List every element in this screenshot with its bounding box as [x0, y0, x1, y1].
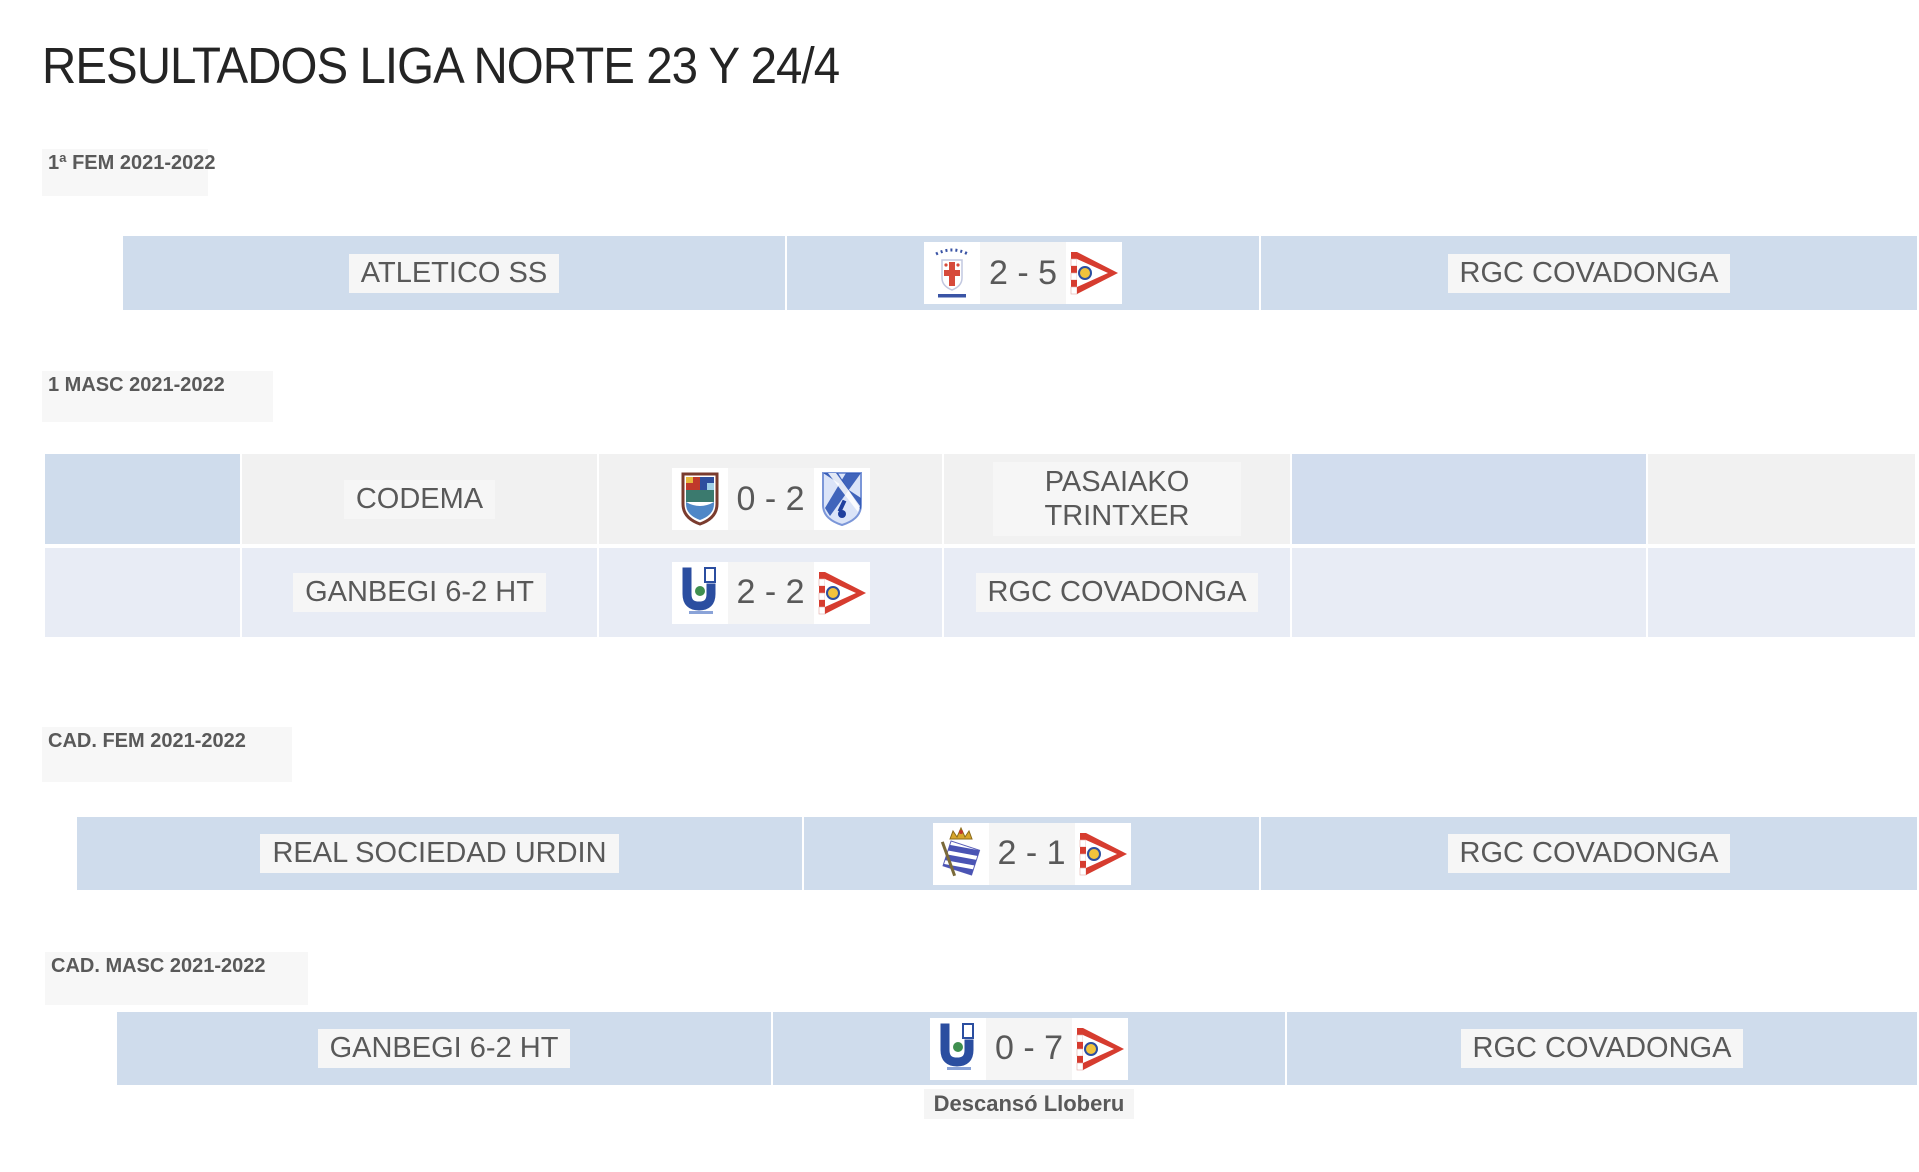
- rest-note: Descansó Lloberu: [923, 1089, 1135, 1119]
- away-team-cell: RGC COVADONGA: [1261, 817, 1917, 890]
- team-name: ATLETICO SS: [348, 253, 560, 293]
- match-score: 2 - 5: [980, 242, 1066, 304]
- match-row: GANBEGI 6-2 HT 2 - 2: [45, 548, 1915, 637]
- team-name: REAL SOCIEDAD URDIN: [260, 834, 619, 873]
- ganbegi-crest-icon: [671, 561, 728, 624]
- team-name: RGC COVADONGA: [1447, 834, 1731, 873]
- home-team-cell: REAL SOCIEDAD URDIN: [77, 817, 802, 890]
- score-cell: 0 - 2: [599, 454, 942, 544]
- rgc-covadonga-pennant-icon: [1072, 1017, 1128, 1080]
- atletico-ss-crest-icon: [924, 242, 980, 304]
- away-team-cell: RGC COVADONGA: [1261, 236, 1917, 310]
- rgc-covadonga-pennant-icon: [1074, 822, 1131, 885]
- away-team-cell: RGC COVADONGA: [944, 548, 1290, 637]
- match-row: ATLETICO SS 2 - 5: [123, 236, 1917, 310]
- home-team-cell: GANBEGI 6-2 HT: [117, 1012, 771, 1085]
- match-row: REAL SOCIEDAD URDIN: [77, 817, 1917, 890]
- score-cluster: 2 - 5: [924, 242, 1122, 304]
- rest-note-container: Descansó Lloberu: [773, 1089, 1285, 1119]
- home-team-cell: GANBEGI 6-2 HT: [242, 548, 597, 637]
- section-header-1a-fem: 1ª FEM 2021-2022: [42, 149, 216, 196]
- score-cell: 2 - 2: [599, 548, 942, 637]
- section-header-1-masc: 1 MASC 2021-2022: [42, 371, 273, 422]
- team-name: RGC COVADONGA: [1447, 253, 1731, 293]
- codema-crest-icon: [671, 468, 728, 530]
- rgc-covadonga-pennant-icon: [813, 561, 870, 624]
- away-team-cell: RGC COVADONGA: [1287, 1012, 1917, 1085]
- real-sociedad-crest-icon: [932, 822, 989, 885]
- match-score: 2 - 1: [988, 822, 1075, 885]
- score-cell: 2 - 1: [804, 817, 1259, 890]
- match-score: 0 - 2: [727, 468, 814, 530]
- empty-cell: [1292, 454, 1646, 544]
- home-team-cell: ATLETICO SS: [123, 236, 785, 310]
- team-name: GANBEGI 6-2 HT: [293, 573, 546, 612]
- match-row: CODEMA 0 - 2: [45, 454, 1915, 544]
- ganbegi-crest-icon: [930, 1017, 986, 1080]
- team-name: RGC COVADONGA: [1460, 1029, 1744, 1068]
- page-title: RESULTADOS LIGA NORTE 23 Y 24/4: [42, 37, 840, 94]
- team-name: RGC COVADONGA: [975, 573, 1259, 612]
- score-cluster: 2 - 1: [932, 822, 1131, 885]
- empty-cell: [1292, 548, 1646, 637]
- home-team-cell: CODEMA: [242, 454, 597, 544]
- empty-cell: [45, 548, 240, 637]
- score-cluster: 0 - 7: [930, 1017, 1128, 1080]
- score-cell: 2 - 5: [787, 236, 1259, 310]
- away-team-cell: PASAIAKO TRINTXER: [944, 454, 1290, 544]
- score-cluster: 0 - 2: [671, 468, 870, 530]
- empty-cell: [45, 454, 240, 544]
- match-row: GANBEGI 6-2 HT 0 - 7: [117, 1012, 1917, 1085]
- section-header-cad-masc: CAD. MASC 2021-2022: [45, 952, 308, 1005]
- team-name: CODEMA: [343, 479, 496, 519]
- match-score: 2 - 2: [727, 561, 814, 624]
- rgc-covadonga-pennant-icon: [1066, 242, 1122, 304]
- empty-cell: [1648, 548, 1915, 637]
- score-cell: 0 - 7: [773, 1012, 1285, 1085]
- empty-cell: [1648, 454, 1915, 544]
- team-name: PASAIAKO TRINTXER: [993, 461, 1241, 537]
- score-cluster: 2 - 2: [671, 561, 870, 624]
- match-score: 0 - 7: [986, 1017, 1072, 1080]
- section-header-cad-fem: CAD. FEM 2021-2022: [42, 727, 292, 782]
- team-name: GANBEGI 6-2 HT: [317, 1029, 571, 1068]
- pasaiako-trintxer-crest-icon: [813, 468, 870, 530]
